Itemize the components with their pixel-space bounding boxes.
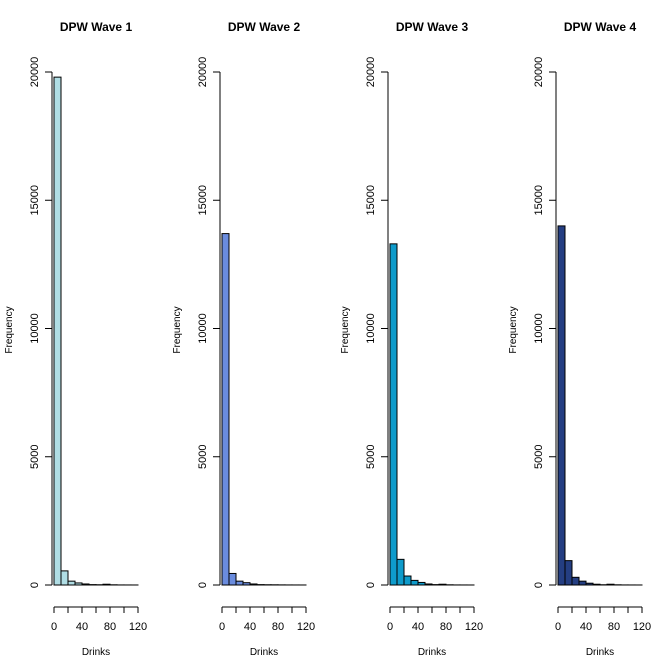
y-tick-label: 0 xyxy=(533,582,545,588)
histogram-bar xyxy=(396,558,405,586)
y-axis-label: Frequency xyxy=(340,306,351,353)
x-tick-label: 0 xyxy=(219,621,225,633)
x-tick-label: 120 xyxy=(633,621,651,633)
y-tick-label: 10000 xyxy=(365,313,377,344)
y-tick-label: 10000 xyxy=(197,313,209,344)
histogram-bar xyxy=(249,583,258,586)
x-tick-label: 80 xyxy=(272,621,284,633)
histogram-bar xyxy=(557,225,566,586)
histogram-bar xyxy=(102,583,111,586)
x-tick-label: 120 xyxy=(297,621,315,633)
panel-title: DPW Wave 1 xyxy=(60,20,133,34)
x-tick-label: 0 xyxy=(387,621,393,633)
y-tick-label: 20000 xyxy=(365,57,377,88)
x-tick-label: 40 xyxy=(580,621,592,633)
histogram-bar xyxy=(228,572,237,586)
y-axis-label: Frequency xyxy=(4,306,15,353)
histogram-bar xyxy=(417,581,426,586)
x-axis-label: Drinks xyxy=(586,647,614,658)
y-tick-label: 20000 xyxy=(29,57,41,88)
histogram-bar xyxy=(578,580,587,586)
y-tick-label: 5000 xyxy=(533,445,545,469)
x-tick-label: 80 xyxy=(104,621,116,633)
x-axis-label: Drinks xyxy=(250,647,278,658)
y-tick-label: 15000 xyxy=(29,185,41,216)
histogram-bar xyxy=(389,243,398,586)
histogram-bar xyxy=(242,582,251,586)
x-tick-label: 120 xyxy=(465,621,483,633)
x-tick-label: 80 xyxy=(440,621,452,633)
y-axis-label: Frequency xyxy=(508,306,519,353)
y-tick-label: 20000 xyxy=(197,57,209,88)
y-tick-label: 5000 xyxy=(29,445,41,469)
histogram-bar xyxy=(235,580,244,586)
panel-title: DPW Wave 4 xyxy=(564,20,637,34)
y-tick-label: 5000 xyxy=(197,445,209,469)
histogram-bar xyxy=(67,580,76,586)
histogram-bar xyxy=(592,583,601,586)
histogram-panel-2: DPW Wave 2 0 5000 10000 15000 20000 Frequency 0… xyxy=(172,20,315,658)
histogram-bar xyxy=(81,583,90,586)
histogram-panel-4: DPW Wave 4 0 5000 10000 15000 20000 Frequency 0… xyxy=(508,20,651,658)
y-tick-label: 15000 xyxy=(365,185,377,216)
x-tick-label: 120 xyxy=(129,621,147,633)
histogram-bar xyxy=(403,575,412,586)
histogram-bar xyxy=(424,583,433,586)
x-axis-label: Drinks xyxy=(418,647,446,658)
histogram-bar xyxy=(53,76,62,586)
x-tick-label: 0 xyxy=(51,621,57,633)
y-tick-label: 20000 xyxy=(533,57,545,88)
y-tick-label: 15000 xyxy=(533,185,545,216)
histogram-bar xyxy=(74,582,83,586)
x-tick-label: 40 xyxy=(412,621,424,633)
y-tick-label: 10000 xyxy=(533,313,545,344)
y-tick-label: 5000 xyxy=(365,445,377,469)
panel-title: DPW Wave 2 xyxy=(228,20,301,34)
y-tick-label: 0 xyxy=(29,582,41,588)
panel-title: DPW Wave 3 xyxy=(396,20,469,34)
y-tick-label: 10000 xyxy=(29,313,41,344)
x-tick-label: 40 xyxy=(244,621,256,633)
x-tick-label: 0 xyxy=(555,621,561,633)
histogram-bar xyxy=(438,583,447,586)
histogram-bar xyxy=(585,582,594,586)
y-tick-label: 0 xyxy=(365,582,377,588)
x-tick-label: 40 xyxy=(76,621,88,633)
histogram-bar xyxy=(221,233,230,586)
histogram-bar xyxy=(410,579,419,586)
histogram-bar xyxy=(571,576,580,586)
histogram-bar xyxy=(564,560,573,586)
y-axis-label: Frequency xyxy=(172,306,183,353)
histogram-panel-1: DPW Wave 1 0 5000 10000 15000 20000 Frequency 0… xyxy=(4,20,147,658)
histogram-bar xyxy=(60,570,69,586)
y-tick-label: 15000 xyxy=(197,185,209,216)
x-axis-label: Drinks xyxy=(82,647,110,658)
x-tick-label: 80 xyxy=(608,621,620,633)
histogram-bar xyxy=(606,583,615,586)
histogram-panel-3: DPW Wave 3 0 5000 10000 15000 20000 Frequency 0… xyxy=(340,20,483,658)
y-tick-label: 0 xyxy=(197,582,209,588)
